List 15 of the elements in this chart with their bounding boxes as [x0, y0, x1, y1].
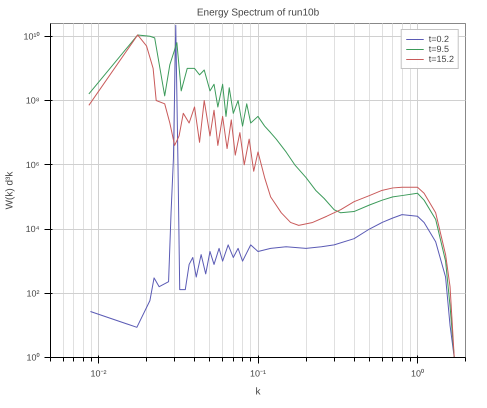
- legend-label: t=0.2: [428, 34, 449, 44]
- y-axis-title: W(k) d³k: [4, 170, 16, 210]
- y-tick-label: 10²: [26, 288, 40, 298]
- x-axis-title: k: [256, 386, 262, 398]
- legend-label: t=9.5: [428, 44, 449, 54]
- y-tick-label: 10⁴: [26, 224, 40, 234]
- x-tick-label: 10⁻¹: [250, 368, 266, 378]
- legend-label: t=15.2: [428, 54, 454, 64]
- y-tick-label: 10⁶: [26, 160, 40, 170]
- y-tick-label: 10¹⁰: [23, 31, 40, 42]
- y-tick-label: 10⁸: [26, 96, 40, 106]
- y-tick-label: 10⁰: [26, 352, 40, 362]
- chart-title: Energy Spectrum of run10b: [196, 8, 320, 18]
- x-tick-label: 10⁰: [410, 368, 424, 378]
- x-tick-label: 10⁻²: [90, 368, 107, 378]
